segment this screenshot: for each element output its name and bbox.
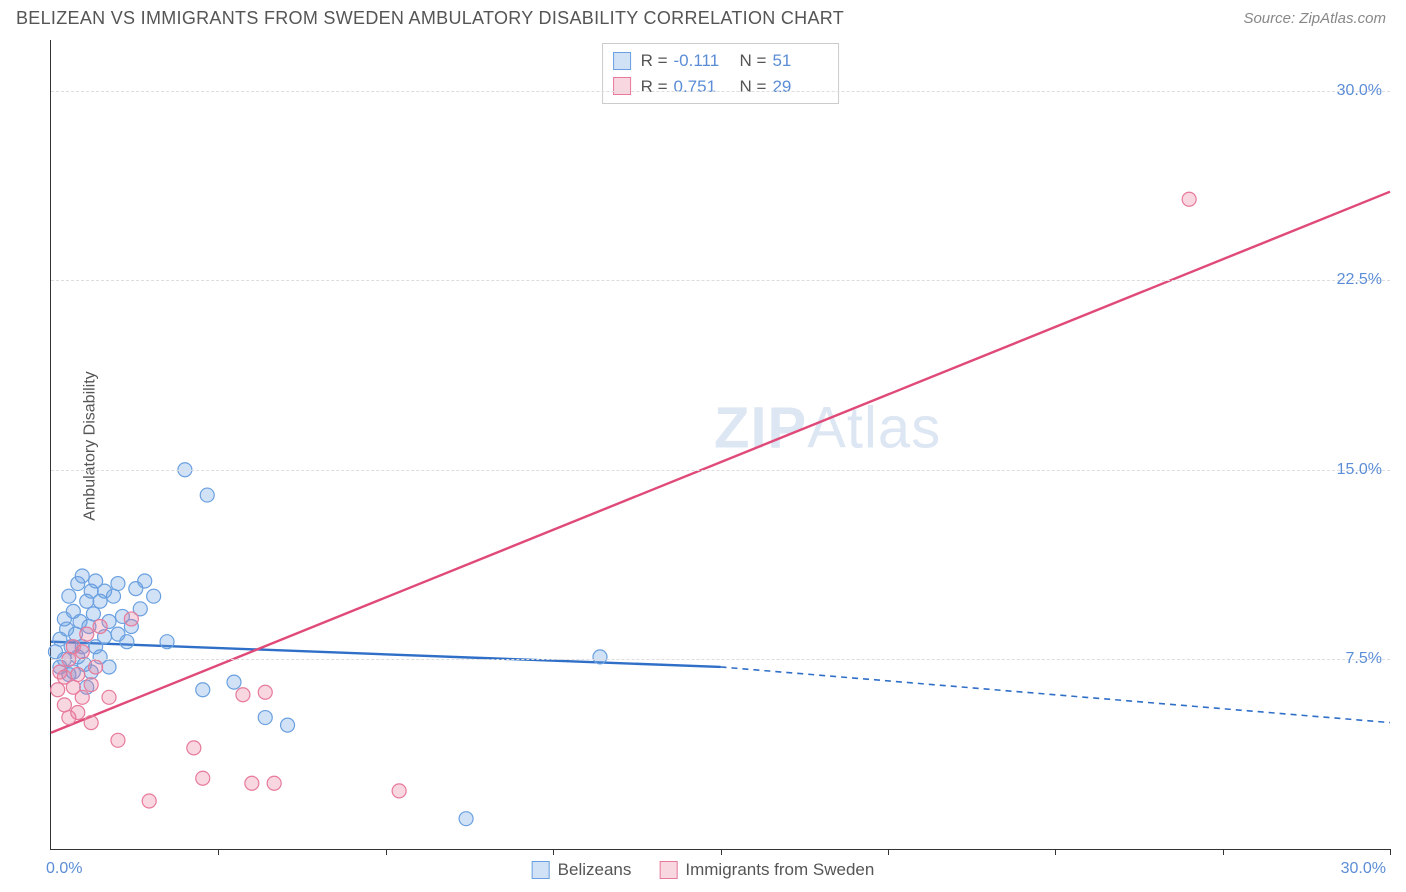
data-point-sweden [75, 645, 89, 659]
stats-row-belizeans: R =-0.111 N =51 [613, 48, 829, 74]
plot-area: ZIPAtlas R =-0.111N =51R =0.751N =29 7.5… [50, 40, 1390, 850]
data-point-sweden [236, 688, 250, 702]
data-point-sweden [245, 776, 259, 790]
data-point-belizeans [102, 660, 116, 674]
legend-swatch-icon [532, 861, 550, 879]
data-point-sweden [142, 794, 156, 808]
data-point-belizeans [160, 635, 174, 649]
data-point-belizeans [106, 589, 120, 603]
trend-line-dashed-belizeans [721, 667, 1391, 723]
data-point-belizeans [147, 589, 161, 603]
trend-line-belizeans [51, 642, 721, 667]
data-point-belizeans [86, 607, 100, 621]
grid-line [51, 91, 1390, 92]
grid-line [51, 659, 1390, 660]
data-point-belizeans [138, 574, 152, 588]
chart-header: BELIZEAN VS IMMIGRANTS FROM SWEDEN AMBUL… [0, 0, 1406, 33]
scatter-svg [51, 40, 1390, 849]
data-point-belizeans [227, 675, 241, 689]
y-tick-label: 15.0% [1337, 461, 1382, 479]
x-axis-origin-label: 0.0% [46, 860, 82, 878]
data-point-belizeans [111, 577, 125, 591]
data-point-belizeans [62, 589, 76, 603]
data-point-sweden [84, 678, 98, 692]
grid-line [51, 470, 1390, 471]
legend-label: Immigrants from Sweden [685, 860, 874, 880]
legend-item: Belizeans [532, 860, 632, 880]
data-point-belizeans [281, 718, 295, 732]
x-tick [721, 849, 722, 855]
data-point-sweden [84, 716, 98, 730]
data-point-belizeans [459, 812, 473, 826]
y-tick-label: 22.5% [1337, 271, 1382, 289]
stat-n-label: N = [740, 74, 767, 100]
data-point-sweden [75, 690, 89, 704]
data-point-sweden [102, 690, 116, 704]
data-point-sweden [71, 705, 85, 719]
data-point-sweden [258, 685, 272, 699]
stat-r-label: R = [641, 48, 668, 74]
data-point-sweden [111, 733, 125, 747]
legend-swatch-icon [659, 861, 677, 879]
x-tick [553, 849, 554, 855]
data-point-sweden [80, 627, 94, 641]
data-point-belizeans [75, 569, 89, 583]
bottom-legend: Belizeans Immigrants from Sweden [532, 860, 875, 880]
data-point-sweden [187, 741, 201, 755]
chart-title: BELIZEAN VS IMMIGRANTS FROM SWEDEN AMBUL… [16, 8, 844, 29]
stats-legend: R =-0.111 N =51 R =0.751 N =29 [602, 43, 840, 104]
data-point-belizeans [200, 488, 214, 502]
data-point-belizeans [258, 711, 272, 725]
data-point-sweden [124, 612, 138, 626]
x-tick [1223, 849, 1224, 855]
legend-label: Belizeans [558, 860, 632, 880]
chart-source: Source: ZipAtlas.com [1243, 10, 1386, 27]
data-point-sweden [57, 698, 71, 712]
y-tick-label: 30.0% [1337, 82, 1382, 100]
stats-row-sweden: R =0.751 N =29 [613, 74, 829, 100]
data-point-sweden [1182, 192, 1196, 206]
stat-n-value: 51 [772, 48, 828, 74]
data-point-sweden [93, 620, 107, 634]
legend-swatch-icon [613, 52, 631, 70]
stat-r-value: -0.111 [674, 48, 730, 74]
legend-swatch-icon [613, 77, 631, 95]
stat-n-value: 29 [772, 74, 828, 100]
stat-r-value: 0.751 [674, 74, 730, 100]
grid-line [51, 280, 1390, 281]
data-point-sweden [196, 771, 210, 785]
stat-r-label: R = [641, 74, 668, 100]
x-tick [1390, 849, 1391, 855]
data-point-sweden [51, 683, 65, 697]
data-point-belizeans [196, 683, 210, 697]
data-point-sweden [71, 668, 85, 682]
x-axis-max-label: 30.0% [1341, 860, 1386, 878]
trend-line-sweden [51, 192, 1390, 733]
x-tick [218, 849, 219, 855]
data-point-belizeans [593, 650, 607, 664]
stat-n-label: N = [740, 48, 767, 74]
x-tick [1055, 849, 1056, 855]
data-point-sweden [392, 784, 406, 798]
data-point-belizeans [120, 635, 134, 649]
legend-item: Immigrants from Sweden [659, 860, 874, 880]
y-tick-label: 7.5% [1346, 650, 1382, 668]
x-tick [888, 849, 889, 855]
x-tick [386, 849, 387, 855]
data-point-sweden [267, 776, 281, 790]
data-point-sweden [89, 660, 103, 674]
